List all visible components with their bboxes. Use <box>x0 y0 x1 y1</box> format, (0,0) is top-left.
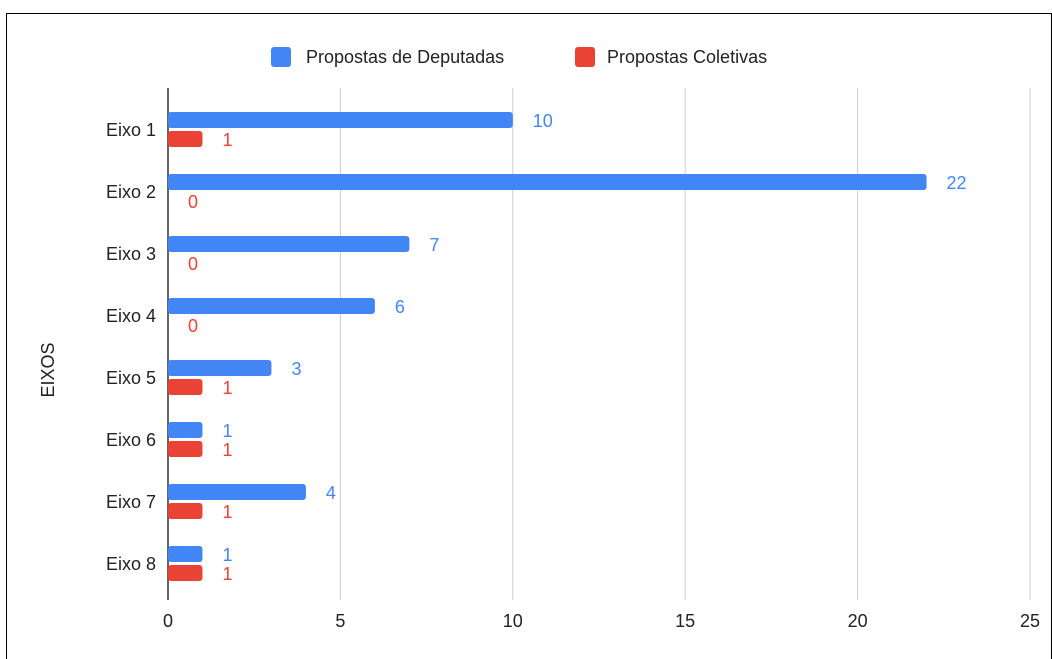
category-label: Eixo 3 <box>106 244 156 264</box>
data-label-deputadas: 22 <box>947 173 967 193</box>
gridlines <box>167 88 1031 600</box>
x-tick-label: 0 <box>163 611 173 631</box>
data-label-deputadas: 1 <box>222 545 232 565</box>
data-label-coletivas: 0 <box>188 316 198 336</box>
category-labels: Eixo 1 Eixo 2 Eixo 3 Eixo 4 Eixo 5 Eixo 6 Eixo… <box>106 120 156 574</box>
x-tick-label: 5 <box>335 611 345 631</box>
bar-coletivas <box>168 503 203 519</box>
bars <box>168 112 927 581</box>
bar-coletivas <box>168 379 203 395</box>
bar-coletivas <box>168 565 203 581</box>
category-label: Eixo 8 <box>106 554 156 574</box>
data-label-coletivas: 0 <box>188 192 198 212</box>
category-label: Eixo 7 <box>106 492 156 512</box>
data-label-coletivas: 1 <box>222 130 232 150</box>
legend: Propostas de Deputadas Propostas Coletiva… <box>271 47 767 67</box>
bar-coletivas <box>168 441 203 457</box>
legend-label-2: Propostas Coletivas <box>607 47 767 67</box>
data-label-deputadas: 7 <box>429 235 439 255</box>
x-tick-label: 15 <box>675 611 695 631</box>
category-label: Eixo 2 <box>106 182 156 202</box>
data-label-deputadas: 6 <box>395 297 405 317</box>
bar-deputadas <box>168 484 306 500</box>
data-label-deputadas: 3 <box>291 359 301 379</box>
bar-deputadas <box>168 236 410 252</box>
data-label-coletivas: 1 <box>222 564 232 584</box>
data-label-coletivas: 1 <box>222 502 232 522</box>
y-axis-title: EIXOS <box>38 342 58 397</box>
legend-swatch-1 <box>271 47 291 67</box>
bar-deputadas <box>168 112 513 128</box>
category-label: Eixo 6 <box>106 430 156 450</box>
category-label: Eixo 1 <box>106 120 156 140</box>
data-label-coletivas: 1 <box>222 440 232 460</box>
x-tick-label: 20 <box>848 611 868 631</box>
category-label: Eixo 4 <box>106 306 156 326</box>
x-tick-label: 25 <box>1020 611 1040 631</box>
bar-deputadas <box>168 298 375 314</box>
legend-swatch-2 <box>575 47 595 67</box>
x-tick-label: 10 <box>503 611 523 631</box>
bar-deputadas <box>168 174 927 190</box>
bar-deputadas <box>168 546 203 562</box>
data-label-deputadas: 4 <box>326 483 336 503</box>
bar-deputadas <box>168 360 272 376</box>
data-label-coletivas: 0 <box>188 254 198 274</box>
legend-label-1: Propostas de Deputadas <box>306 47 504 67</box>
category-label: Eixo 5 <box>106 368 156 388</box>
data-label-coletivas: 1 <box>222 378 232 398</box>
bar-deputadas <box>168 422 203 438</box>
data-label-deputadas: 10 <box>533 111 553 131</box>
bar-coletivas <box>168 131 203 147</box>
data-label-deputadas: 1 <box>222 421 232 441</box>
x-tick-labels: 0 5 10 15 20 25 <box>163 611 1040 631</box>
